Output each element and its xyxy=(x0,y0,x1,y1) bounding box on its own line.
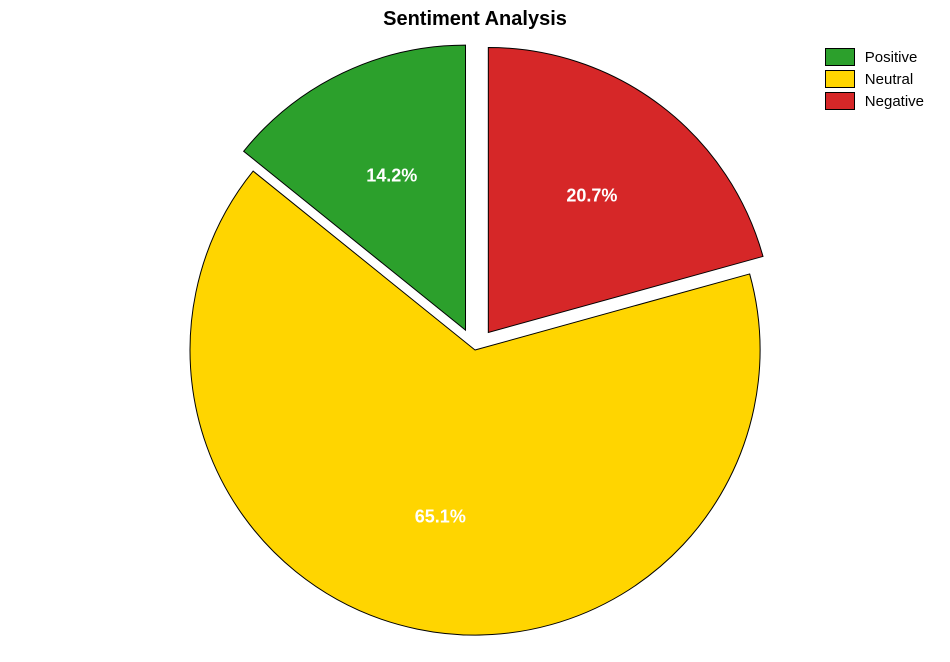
legend-item-neutral: Neutral xyxy=(825,70,924,88)
legend: Positive Neutral Negative xyxy=(825,48,924,114)
legend-label-negative: Negative xyxy=(865,93,924,110)
legend-swatch-neutral xyxy=(825,70,855,88)
legend-swatch-negative xyxy=(825,92,855,110)
legend-item-negative: Negative xyxy=(825,92,924,110)
slice-label-positive: 14.2% xyxy=(366,165,417,186)
legend-label-neutral: Neutral xyxy=(865,71,913,88)
pie-chart xyxy=(0,0,950,662)
legend-label-positive: Positive xyxy=(865,49,918,66)
legend-item-positive: Positive xyxy=(825,48,924,66)
slice-label-neutral: 65.1% xyxy=(415,507,466,528)
chart-container: Sentiment Analysis Positive Neutral Nega… xyxy=(0,0,950,662)
legend-swatch-positive xyxy=(825,48,855,66)
slice-label-negative: 20.7% xyxy=(566,186,617,207)
